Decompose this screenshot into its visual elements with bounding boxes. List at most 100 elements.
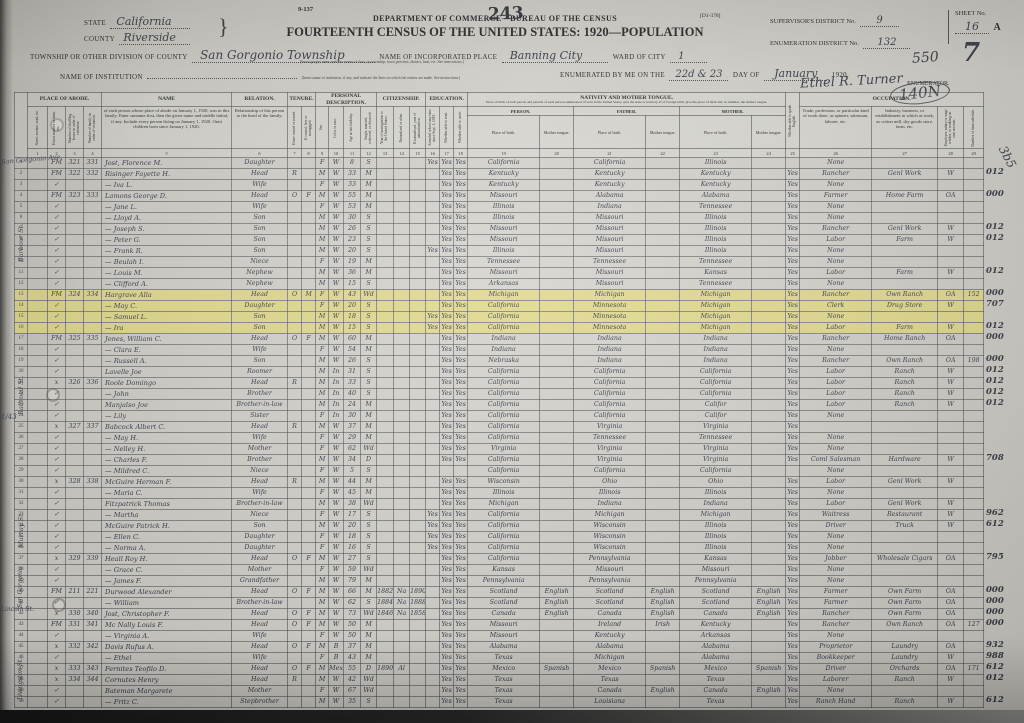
- census-cell: Kentucky: [467, 168, 541, 180]
- census-cell: Head: [231, 190, 289, 202]
- census-cell: [539, 377, 575, 389]
- census-cell: 4: [14, 190, 28, 202]
- census-cell: 18: [14, 344, 28, 356]
- township-caption: [Insert proper name and also name of cla…: [300, 60, 464, 64]
- census-cell: M: [315, 520, 330, 532]
- census-cell: [539, 443, 575, 455]
- census-cell: None: [799, 311, 873, 323]
- census-cell: S: [360, 366, 378, 378]
- census-cell: S: [360, 465, 378, 477]
- census-cell: W: [328, 619, 345, 631]
- census-cell: W: [328, 179, 345, 191]
- census-cell: FM: [47, 190, 66, 202]
- census-cell: 13: [14, 289, 28, 301]
- census-cell: 19: [343, 256, 362, 268]
- census-cell: [963, 256, 985, 268]
- census-cell: Yes: [453, 300, 469, 312]
- census-cell: Risinger Fayette H.: [101, 168, 233, 180]
- census-cell: M: [315, 267, 330, 279]
- census-cell: Illinois: [679, 245, 753, 257]
- census-cell: F: [315, 300, 330, 312]
- census-row: 9 ✓ — Frank R. Son M W 20 S Yes Yes Yes Illinois Mis…: [14, 245, 985, 257]
- margin-street-note: San Gorgonio: [17, 566, 24, 608]
- census-cell: None: [799, 256, 873, 268]
- census-cell: W: [937, 267, 965, 279]
- census-cell: Yes: [453, 201, 469, 213]
- census-cell: W: [937, 498, 965, 510]
- census-cell: [751, 564, 787, 576]
- census-cell: F: [315, 542, 330, 554]
- census-cell: W: [328, 333, 345, 345]
- census-cell: [301, 366, 317, 378]
- census-row: 25 x 327 337 Babcock Albert C. Head R M W 37 M Yes Y…: [14, 421, 985, 433]
- census-cell: [409, 476, 427, 488]
- census-cell: W: [328, 311, 345, 323]
- census-cell: Yes: [439, 586, 455, 598]
- census-cell: [645, 630, 681, 642]
- census-cell: [645, 641, 681, 653]
- census-cell: [425, 366, 441, 378]
- census-cell: [645, 509, 681, 521]
- census-cell: [937, 465, 965, 477]
- census-cell: Indiana: [467, 344, 541, 356]
- census-cell: — John: [101, 388, 233, 400]
- institution-label: NAME OF INSTITUTION: [60, 73, 143, 81]
- census-cell: Yes: [785, 366, 801, 378]
- census-cell: Texas: [573, 674, 647, 686]
- census-cell: ✓: [47, 498, 66, 510]
- census-cell: Yes: [785, 256, 801, 268]
- census-cell: Yes: [453, 531, 469, 543]
- census-cell: [645, 575, 681, 587]
- census-cell: Minnesota: [573, 322, 647, 334]
- census-cell: — Beulah I.: [101, 256, 233, 268]
- census-cell: Yes: [453, 630, 469, 642]
- census-cell: M: [360, 476, 378, 488]
- census-cell: 340: [82, 608, 103, 620]
- census-cell: M: [360, 410, 378, 422]
- census-cell: Yes: [439, 454, 455, 466]
- census-row: 29 ✓ — Mildred C. Niece F W 5 S California Califo…: [14, 465, 985, 477]
- bracket-code: [D1-378]: [700, 13, 721, 19]
- census-cell: [65, 344, 84, 356]
- census-row: 44 ✓ — Virginia A. Wife F W 50 M Yes Yes Missouri K…: [14, 630, 985, 642]
- census-cell: [393, 234, 411, 246]
- subcolumn-header: Whether able to write.: [453, 106, 469, 149]
- census-cell: Spanish: [751, 663, 787, 675]
- census-cell: Labor: [799, 498, 873, 510]
- census-cell: [425, 465, 441, 477]
- census-cell: [937, 245, 965, 257]
- right-margin-number: 000: [986, 332, 1004, 342]
- census-cell: Daughter: [231, 300, 289, 312]
- census-cell: 28: [14, 454, 28, 466]
- census-cell: [376, 300, 395, 312]
- census-cell: [27, 311, 48, 323]
- census-cell: 1884: [376, 597, 395, 609]
- census-cell: Wd: [360, 289, 378, 301]
- census-cell: Yes: [453, 597, 469, 609]
- census-cell: [82, 278, 103, 290]
- census-row: 14 ✓ — May C. Daughter F W 20 S Yes Yes California…: [14, 300, 985, 312]
- census-cell: Na: [393, 608, 411, 620]
- census-cell: [82, 355, 103, 367]
- census-cell: [82, 179, 103, 191]
- census-cell: Virginia: [573, 454, 647, 466]
- census-cell: Roole Domingo: [101, 377, 233, 389]
- census-cell: [963, 234, 985, 246]
- census-cell: [27, 278, 48, 290]
- census-cell: [82, 564, 103, 576]
- census-cell: [287, 256, 303, 268]
- census-cell: [425, 652, 441, 664]
- census-cell: — Louis M.: [101, 267, 233, 279]
- census-cell: Fernites Teofilo D.: [101, 663, 233, 675]
- census-cell: [539, 685, 575, 697]
- column-group: PERSONAL DESCRIPTION.: [315, 92, 378, 107]
- census-cell: [27, 575, 48, 587]
- census-row: 1 FM 321 331 Jost, Florence M. Daughter F W 8 S Ye…: [14, 157, 985, 169]
- census-cell: [871, 201, 939, 213]
- census-cell: English: [539, 597, 575, 609]
- census-cell: Louisiana: [573, 696, 647, 708]
- census-cell: [393, 322, 411, 334]
- census-cell: Yes: [439, 641, 455, 653]
- census-cell: [645, 377, 681, 389]
- census-cell: Mexico: [467, 663, 541, 675]
